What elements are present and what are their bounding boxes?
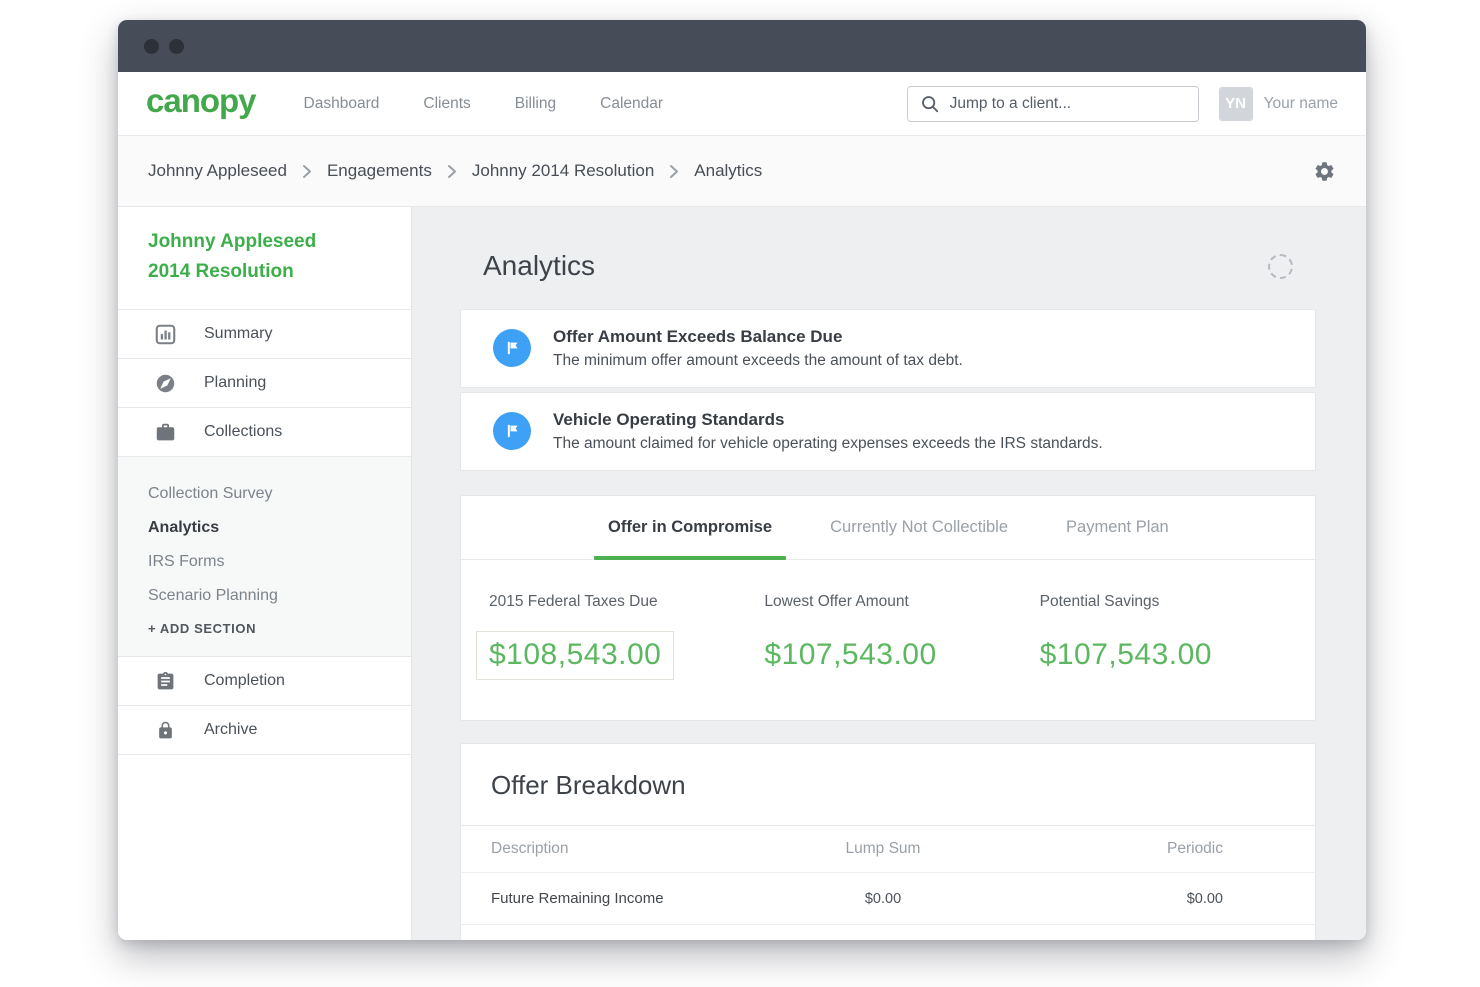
- page-title: Analytics: [483, 250, 596, 281]
- refresh-spinner-icon[interactable]: [1268, 253, 1293, 279]
- table-header: Description Lump Sum Periodic: [461, 826, 1315, 872]
- user-name[interactable]: Your name: [1263, 94, 1338, 112]
- stats-row: 2015 Federal Taxes Due $108,543.00 Lowes…: [461, 560, 1315, 720]
- compass-icon: [154, 373, 176, 394]
- chevron-right-icon: [447, 164, 457, 179]
- tab-bar: Offer in Compromise Currently Not Collec…: [461, 496, 1315, 560]
- stat-value: $107,543.00: [764, 638, 937, 671]
- stat-value-input[interactable]: $108,543.00: [476, 631, 675, 680]
- breadcrumb-analytics[interactable]: Analytics: [694, 161, 763, 180]
- sidebar-item-scenario-planning[interactable]: Scenario Planning: [148, 587, 278, 604]
- canopy-logo[interactable]: canopy: [146, 82, 257, 119]
- column-periodic: Periodic: [1167, 840, 1223, 857]
- window-titlebar: [118, 20, 1366, 72]
- offer-tabs-card: Offer in Compromise Currently Not Collec…: [460, 495, 1316, 721]
- engagement-title-line2: 2014 Resolution: [148, 261, 294, 282]
- engagement-title-line1: Johnny Appleseed: [148, 231, 317, 252]
- offer-breakdown-title: Offer Breakdown: [461, 744, 1315, 826]
- sidebar-item-label: Summary: [204, 325, 273, 342]
- clipboard-icon: [154, 671, 176, 692]
- sidebar-item-collections[interactable]: Collections: [118, 408, 411, 457]
- stat-lowest-offer-amount: Lowest Offer Amount $107,543.00: [764, 593, 1039, 680]
- row-lump-sum: $0.00: [864, 890, 902, 907]
- sidebar-item-archive[interactable]: Archive: [118, 706, 411, 755]
- avatar[interactable]: YN: [1218, 86, 1253, 121]
- table-row[interactable]: Equity in Assets $0.00 $0.00: [461, 924, 1315, 940]
- briefcase-icon: [154, 422, 176, 443]
- sidebar-item-label: Archive: [204, 721, 258, 738]
- nav-billing[interactable]: Billing: [514, 94, 557, 112]
- stat-label: Potential Savings: [1039, 593, 1160, 610]
- sidebar-item-irs-forms[interactable]: IRS Forms: [148, 553, 225, 570]
- sidebar-item-label: Planning: [204, 374, 267, 391]
- sidebar-item-completion[interactable]: Completion: [118, 657, 411, 706]
- alert-description: The amount claimed for vehicle operating…: [553, 435, 1103, 452]
- main-content: Analytics Offer Amount Exceeds Balance D…: [412, 207, 1366, 940]
- sidebar-item-label: Collections: [204, 423, 283, 440]
- column-description: Description: [491, 840, 569, 857]
- bar-chart-icon: [154, 324, 176, 345]
- stat-label: 2015 Federal Taxes Due: [489, 593, 658, 610]
- alert-title: Vehicle Operating Standards: [553, 410, 785, 429]
- sidebar-item-analytics[interactable]: Analytics: [148, 519, 220, 536]
- sidebar-item-summary[interactable]: Summary: [118, 310, 411, 359]
- column-lump-sum: Lump Sum: [845, 840, 921, 857]
- tab-payment-plan[interactable]: Payment Plan: [1066, 518, 1169, 536]
- add-section-button[interactable]: + ADD SECTION: [148, 621, 257, 636]
- alerts: Offer Amount Exceeds Balance Due The min…: [460, 309, 1316, 471]
- stat-potential-savings: Potential Savings $107,543.00: [1040, 593, 1315, 680]
- breadcrumb-engagement-name[interactable]: Johnny 2014 Resolution: [471, 161, 655, 180]
- nav-clients[interactable]: Clients: [423, 94, 471, 112]
- alert-card[interactable]: Offer Amount Exceeds Balance Due The min…: [460, 309, 1316, 388]
- chevron-right-icon: [302, 164, 312, 179]
- offer-breakdown-card: Offer Breakdown Description Lump Sum Per…: [460, 743, 1316, 940]
- stat-label: Lowest Offer Amount: [764, 593, 909, 610]
- stat-value: $107,543.00: [1039, 638, 1212, 671]
- app-window: canopy Dashboard Clients Billing Calenda…: [118, 20, 1366, 940]
- table-row[interactable]: Future Remaining Income $0.00 $0.00: [461, 872, 1315, 924]
- nav-calendar[interactable]: Calendar: [600, 94, 664, 112]
- window-dot-icon[interactable]: [169, 38, 184, 54]
- nav-dashboard[interactable]: Dashboard: [303, 94, 380, 112]
- flag-icon: [493, 412, 531, 450]
- breadcrumb-client[interactable]: Johnny Appleseed: [148, 161, 287, 180]
- client-search[interactable]: [906, 85, 1199, 122]
- collections-sublist: Collection Survey Analytics IRS Forms Sc…: [118, 457, 411, 657]
- alert-description: The minimum offer amount exceeds the amo…: [553, 352, 963, 369]
- body: Johnny Appleseed 2014 Resolution Summary: [118, 207, 1366, 940]
- lock-icon: [154, 721, 176, 740]
- chevron-right-icon: [669, 164, 679, 179]
- sidebar-item-label: Completion: [204, 672, 285, 689]
- search-input[interactable]: [949, 94, 1186, 113]
- tab-offer-in-compromise[interactable]: Offer in Compromise: [594, 496, 787, 560]
- breadcrumb-bar: Johnny Appleseed Engagements Johnny 2014…: [118, 136, 1366, 207]
- row-periodic: $0.00: [1186, 890, 1223, 907]
- breadcrumb-engagements[interactable]: Engagements: [326, 161, 432, 180]
- alert-card[interactable]: Vehicle Operating Standards The amount c…: [460, 392, 1316, 471]
- tab-currently-not-collectible[interactable]: Currently Not Collectible: [830, 518, 1009, 536]
- main-nav: Dashboard Clients Billing Calendar: [304, 95, 663, 113]
- flag-icon: [493, 329, 531, 367]
- stat-federal-taxes-due: 2015 Federal Taxes Due $108,543.00: [476, 593, 764, 680]
- app-header: canopy Dashboard Clients Billing Calenda…: [118, 72, 1366, 136]
- engagement-title: Johnny Appleseed 2014 Resolution: [118, 207, 411, 310]
- search-icon: [921, 95, 938, 112]
- sidebar-item-collection-survey[interactable]: Collection Survey: [148, 485, 273, 502]
- gear-icon[interactable]: [1313, 160, 1336, 183]
- row-description: Future Remaining Income: [491, 890, 664, 907]
- sidebar: Johnny Appleseed 2014 Resolution Summary: [118, 207, 412, 940]
- header-right: YN Your name: [906, 85, 1338, 122]
- breadcrumb: Johnny Appleseed Engagements Johnny 2014…: [148, 161, 762, 181]
- sidebar-item-planning[interactable]: Planning: [118, 359, 411, 408]
- alert-title: Offer Amount Exceeds Balance Due: [553, 327, 843, 346]
- window-dot-icon[interactable]: [144, 38, 159, 54]
